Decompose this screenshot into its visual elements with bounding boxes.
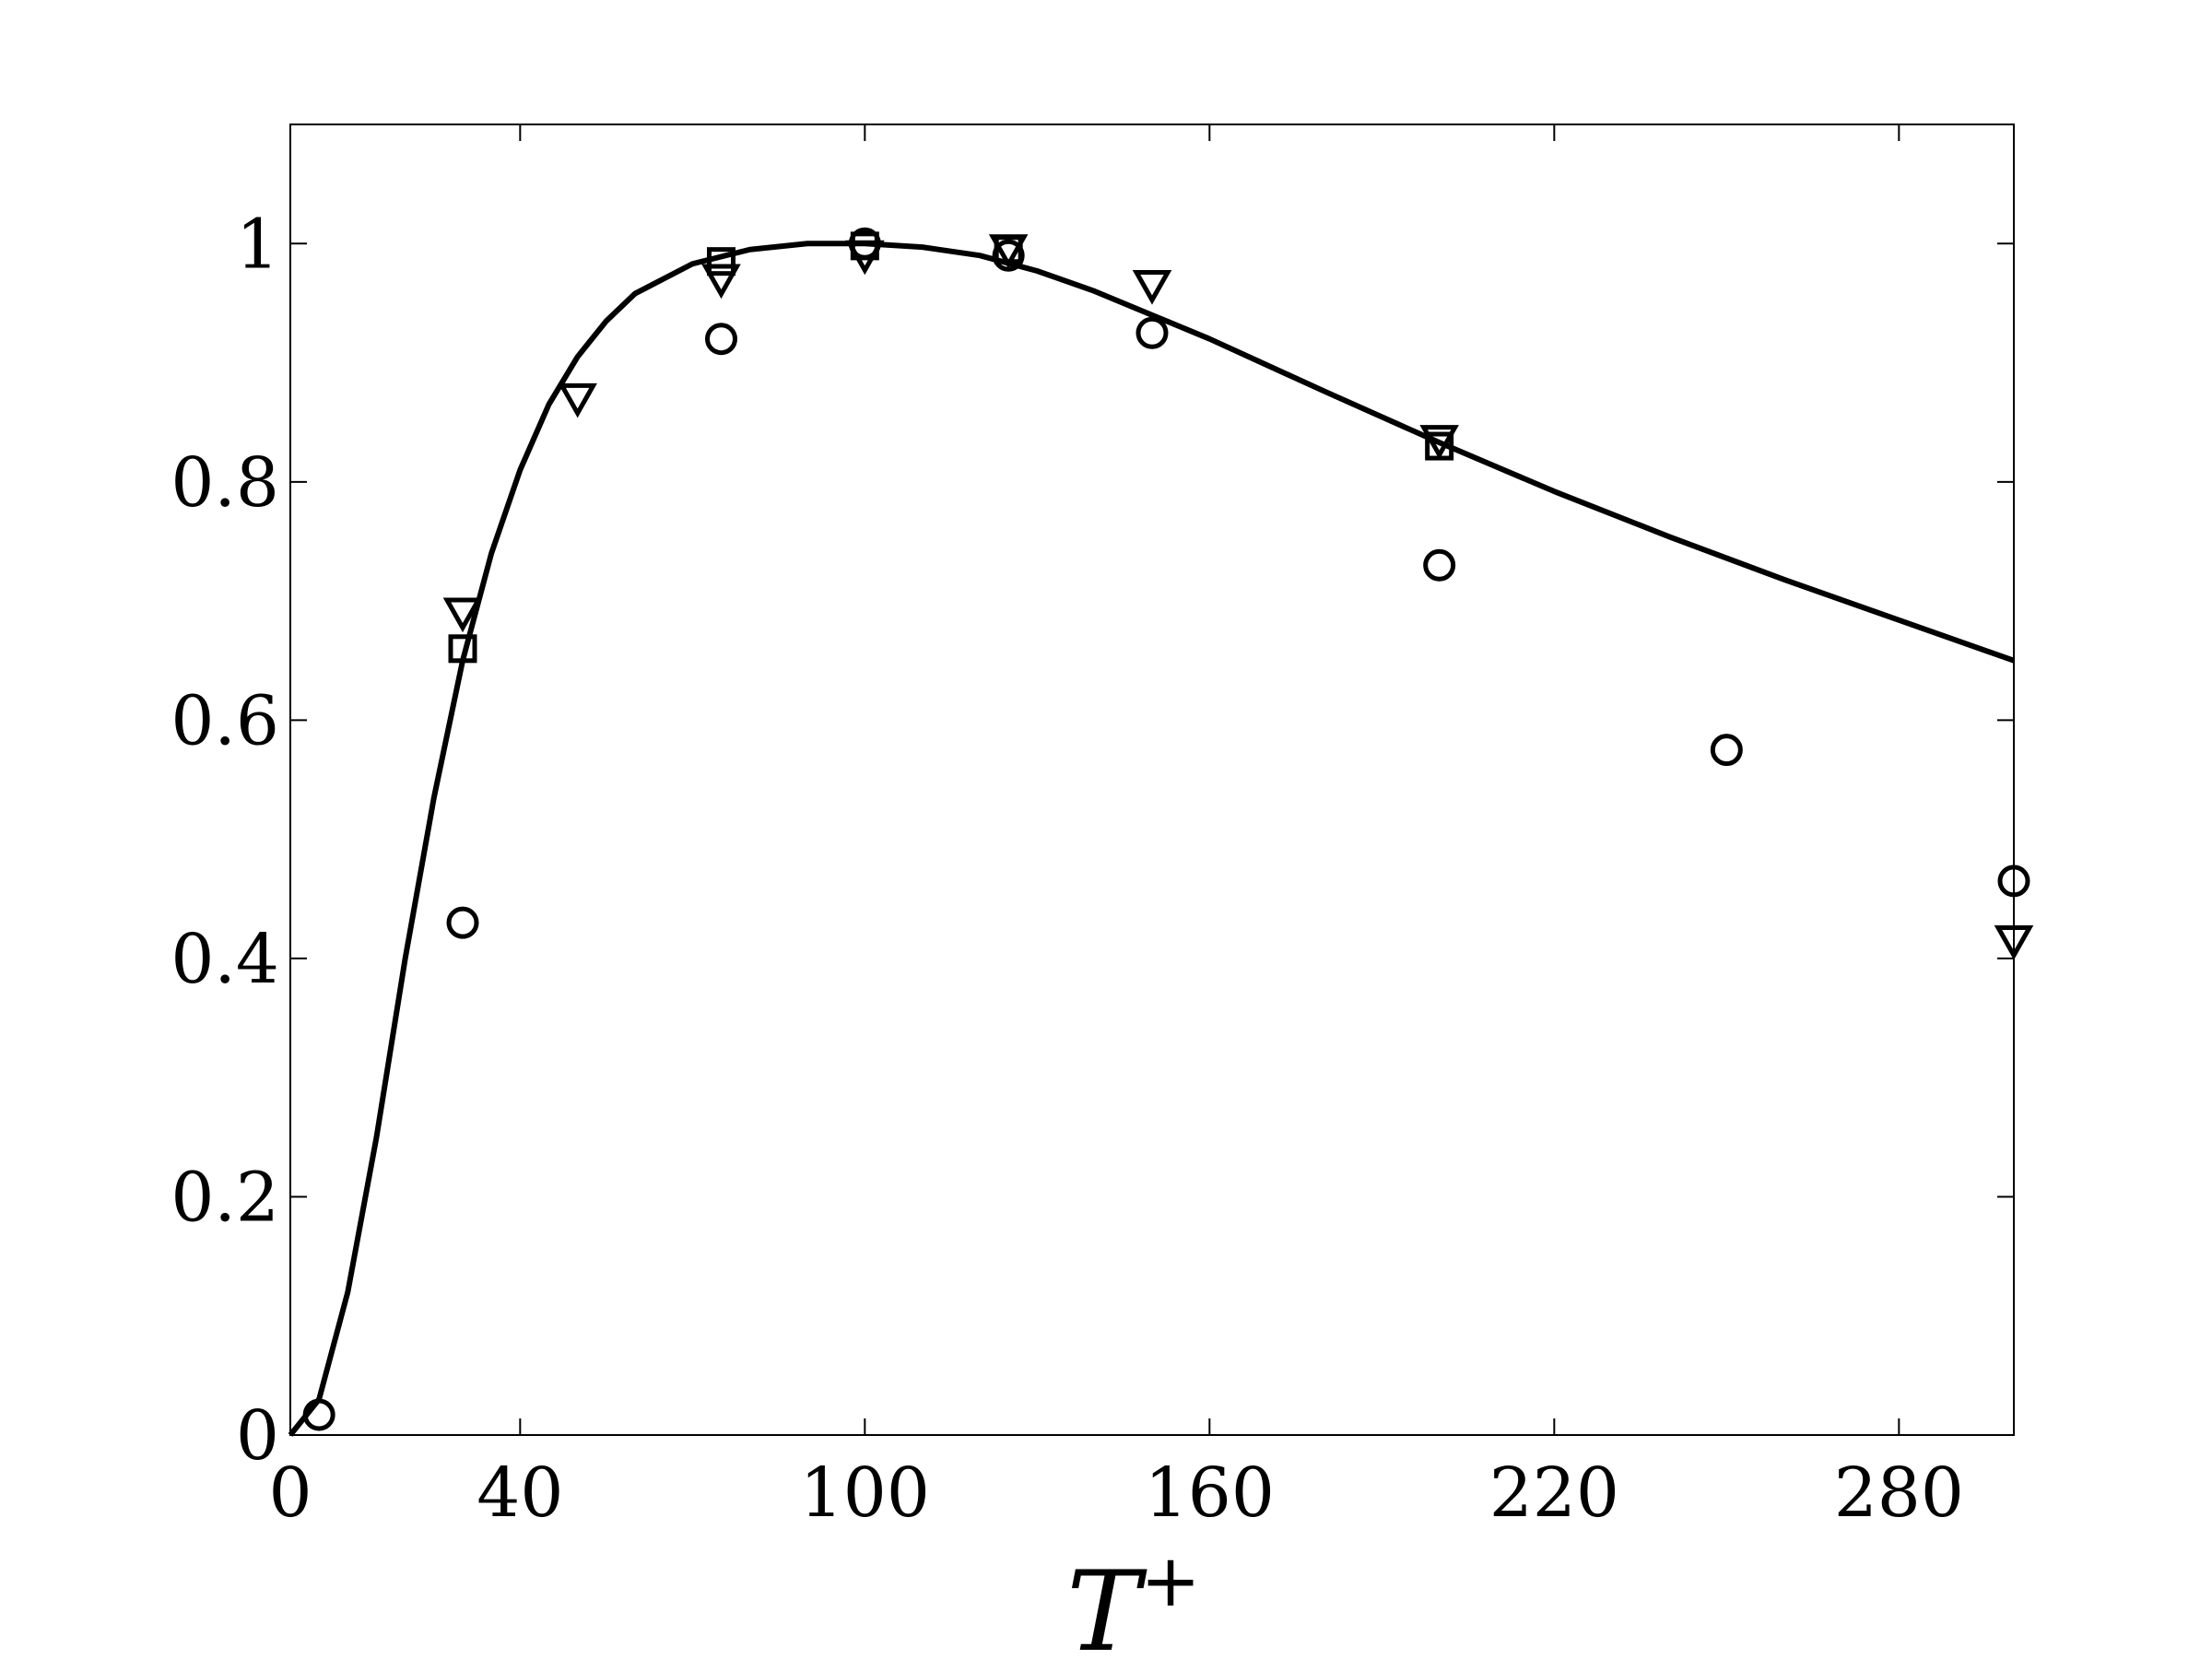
x-tick-label: 40 [477, 1453, 563, 1533]
triangle-down-marker [1132, 270, 1172, 305]
ticks [289, 124, 2014, 1436]
x-axis-title-superscript: + [1140, 1540, 1200, 1623]
x-tick-label: 100 [800, 1453, 930, 1533]
square-marker [707, 247, 735, 276]
x-tick-label: 280 [1834, 1453, 1964, 1533]
x-axis-title-main: T [1066, 1548, 1147, 1659]
triangle-down-marker [558, 382, 597, 418]
plot-frame [289, 124, 2015, 1436]
circle-marker [1135, 316, 1169, 349]
circle-marker [1997, 865, 2030, 898]
series-layer [288, 227, 2034, 1437]
x-tick-label: 220 [1489, 1453, 1619, 1533]
circle-marker [705, 323, 737, 356]
triangle-down-marker [442, 597, 483, 633]
circle-marker [302, 1398, 335, 1431]
x-axis-title: T+ [1066, 1540, 1200, 1659]
square-marker [994, 235, 1023, 265]
triangle-down-marker [1419, 425, 1459, 460]
circle-marker [1710, 734, 1743, 767]
y-tick-label: 0.8 [171, 443, 279, 523]
x-tick-label: 160 [1145, 1453, 1275, 1533]
y-tick-label: 0.6 [171, 681, 279, 760]
y-tick-label: 0 [236, 1396, 279, 1476]
fit-curve [288, 241, 2015, 1437]
tick-labels: 0 40 100 160 220 280 0 0.2 0.4 0.6 0.8 1 [171, 205, 1964, 1533]
y-tick-label: 0.4 [171, 920, 279, 999]
square-marker [1425, 431, 1454, 461]
square-marker [448, 634, 477, 664]
triangle-down-marker [701, 264, 741, 300]
circle-marker [1423, 548, 1456, 582]
y-tick-label: 0.2 [171, 1158, 279, 1237]
y-tick-label: 1 [236, 205, 279, 284]
circle-marker [446, 906, 479, 939]
triangle-down-marker [1994, 925, 2034, 960]
square-marker [850, 231, 879, 261]
x-tick-label: 0 [268, 1453, 312, 1533]
